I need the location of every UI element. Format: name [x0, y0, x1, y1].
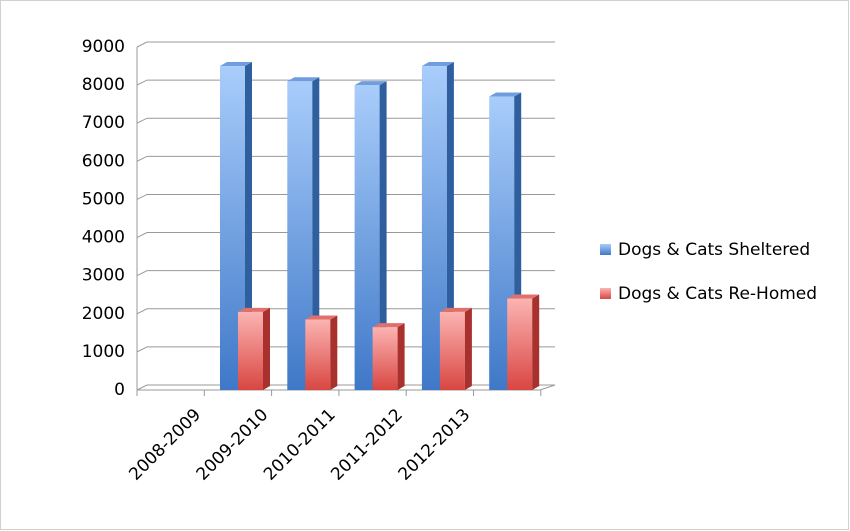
bar-front	[238, 311, 263, 390]
bar-top	[238, 307, 270, 312]
bar-top	[372, 323, 405, 328]
grid-line	[136, 117, 555, 124]
bar-front	[439, 311, 465, 390]
bar-top	[439, 307, 472, 312]
bar	[439, 307, 472, 390]
legend-label: Dogs & Cats Sheltered	[618, 240, 810, 260]
y-tick-label: 1000	[82, 342, 125, 362]
legend-label: Dogs & Cats Re-Homed	[618, 284, 817, 304]
grid-line	[136, 155, 555, 162]
y-tick-label: 7000	[82, 113, 125, 133]
grid-line	[136, 308, 555, 315]
y-tick-label: 4000	[82, 228, 125, 248]
bar	[238, 307, 270, 390]
bar-top	[287, 77, 320, 82]
bar-front	[305, 319, 331, 390]
bar-side	[397, 323, 405, 390]
bar-side	[379, 81, 387, 390]
bar-top	[220, 62, 252, 67]
grid-line	[136, 41, 555, 48]
bar	[372, 323, 405, 390]
legend-swatch	[600, 288, 611, 299]
bar-top	[421, 62, 454, 67]
y-tick-label: 8000	[82, 75, 125, 95]
bar-top	[354, 81, 387, 86]
bar-side	[464, 307, 472, 390]
y-tick-label: 0	[114, 380, 125, 400]
grid-line	[136, 384, 555, 391]
legend-swatch	[600, 244, 611, 255]
bar-top	[489, 92, 522, 97]
y-tick-label: 3000	[82, 266, 125, 286]
y-tick-label: 5000	[82, 189, 125, 209]
y-tick-label: 2000	[82, 304, 125, 324]
grid-line	[136, 346, 555, 353]
bar	[489, 92, 522, 391]
grid-line	[136, 193, 555, 200]
grid-line	[136, 270, 555, 277]
bar-side	[532, 294, 540, 390]
grid-line	[136, 232, 555, 239]
bar-side	[263, 307, 270, 390]
y-tick-label: 6000	[82, 151, 125, 171]
bar	[305, 315, 338, 390]
bar-front	[507, 298, 533, 390]
grid-line	[136, 79, 555, 86]
bar-top	[507, 294, 540, 299]
y-tick-label: 9000	[82, 37, 125, 57]
bar-front	[372, 327, 398, 390]
bar-side	[312, 77, 320, 391]
bar-side	[330, 315, 338, 390]
bar	[507, 294, 540, 390]
x-axis-side	[539, 384, 556, 391]
bar-top	[305, 315, 338, 320]
